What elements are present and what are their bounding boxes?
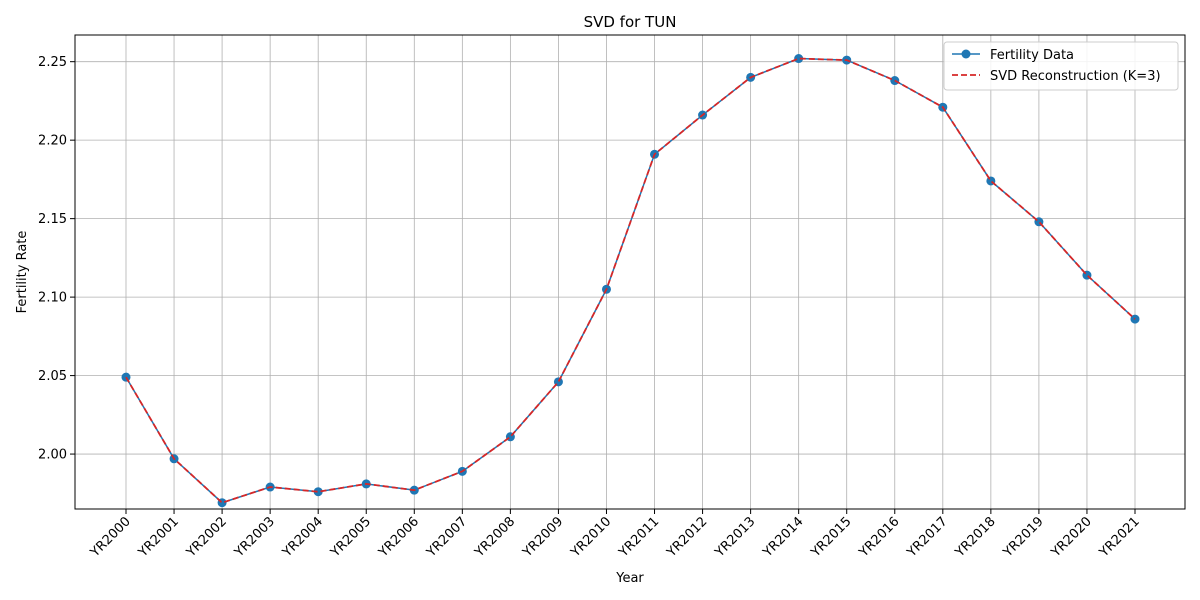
legend: Fertility Data SVD Reconstruction (K=3): [943, 41, 1179, 91]
series-layer: [121, 54, 1140, 508]
legend-label-svd-reconstruction: SVD Reconstruction (K=3): [990, 69, 1161, 84]
plot-frame: [74, 34, 1186, 510]
legend-marker-fertility-data: [961, 49, 971, 59]
legend-label-fertility-data: Fertility Data: [990, 48, 1074, 63]
y-tick-label: 2.05: [38, 369, 67, 384]
chart-title: SVD for TUN: [584, 13, 677, 31]
y-tick-label: 2.15: [38, 212, 67, 227]
y-tick-label: 2.10: [38, 291, 67, 306]
y-axis-ticks: 2.00 2.05 2.10 2.15 2.20 2.25: [38, 55, 75, 463]
x-axis-label: Year: [615, 571, 644, 586]
data-point-fertility-data: [794, 54, 804, 64]
legend-box: [943, 41, 1179, 91]
series-line-svd-reconstruction: [125, 57, 1136, 504]
y-tick-label: 2.00: [38, 448, 67, 463]
y-axis-label: Fertility Rate: [15, 231, 30, 314]
y-tick-label: 2.25: [38, 55, 67, 70]
y-tick-label: 2.20: [38, 134, 67, 149]
grid: [75, 35, 1185, 509]
data-point-fertility-data: [313, 487, 323, 497]
